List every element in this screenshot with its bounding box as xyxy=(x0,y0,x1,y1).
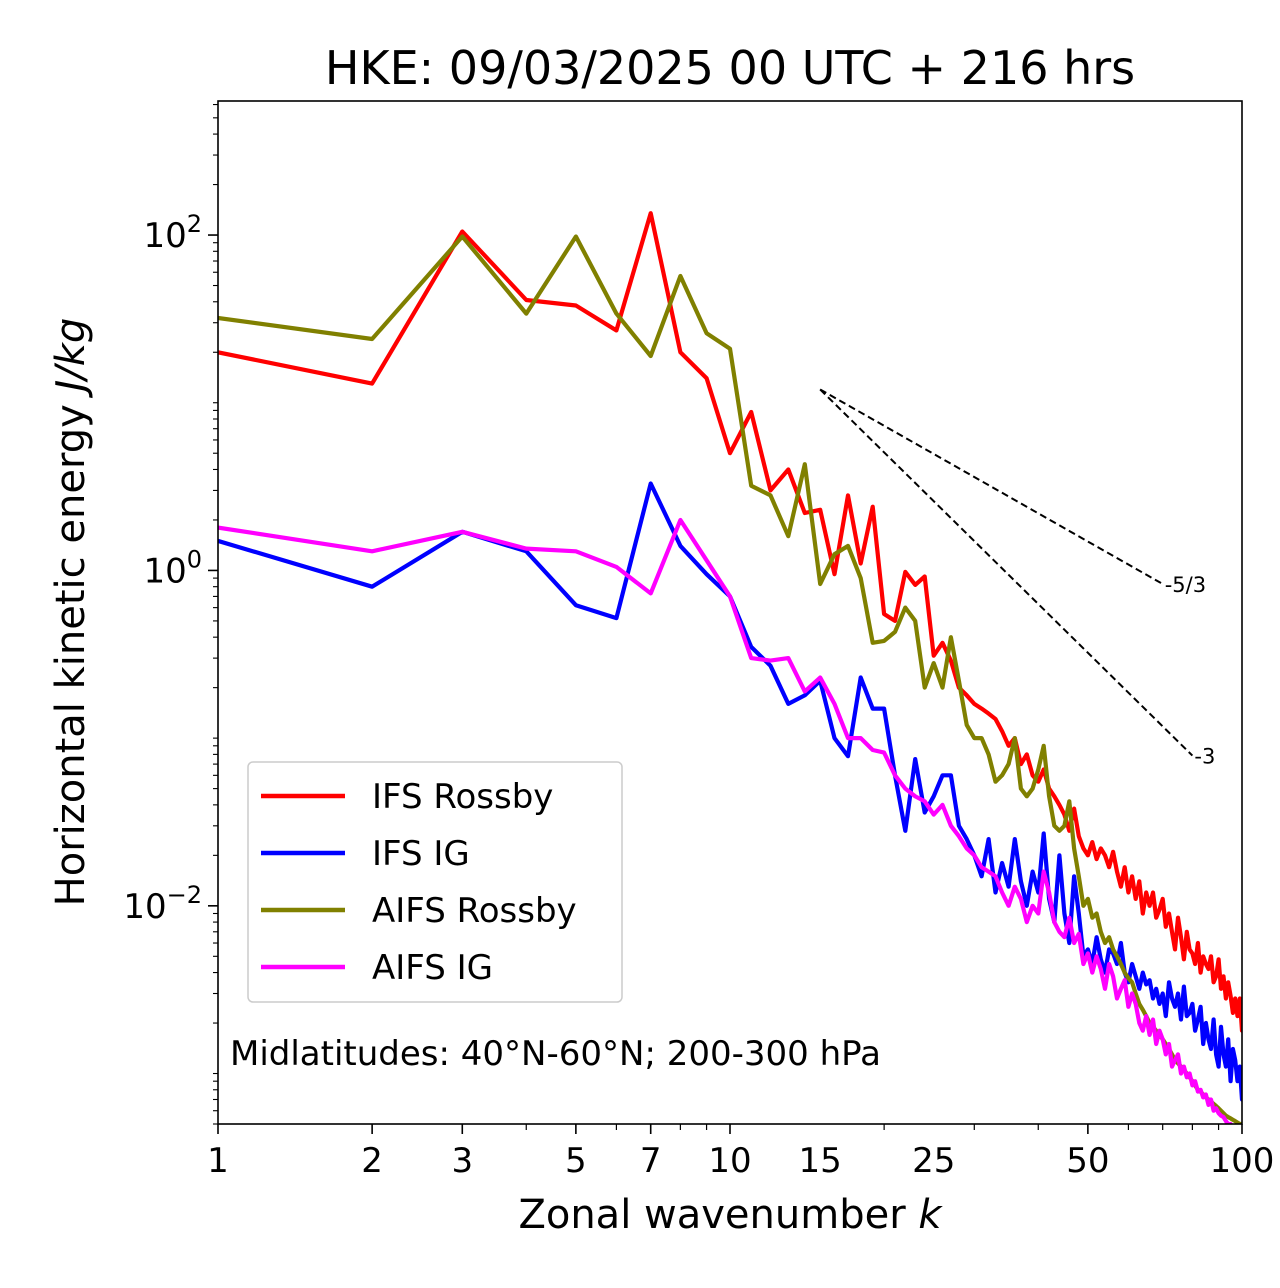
y-tick-label: 100 xyxy=(143,545,202,591)
legend-label: AIFS Rossby xyxy=(372,891,577,931)
y-axis-label-var: J/kg xyxy=(48,318,94,399)
legend-label: IFS IG xyxy=(372,834,470,874)
x-tick-label: 100 xyxy=(1210,1141,1275,1181)
x-tick-label: 25 xyxy=(912,1141,955,1181)
reference-slope-line-1 xyxy=(819,388,1164,585)
x-axis-ticks: 1 2 3 5 7 10 15 25 50 100 xyxy=(207,1124,1274,1181)
y-axis-label: Horizontal kinetic energy J/kg xyxy=(48,318,94,907)
legend-label: IFS Rossby xyxy=(372,777,553,817)
x-tick-label: 15 xyxy=(799,1141,842,1181)
x-axis-label: Zonal wavenumber k xyxy=(518,1192,943,1238)
reference-slope-labels: -5/3 -3 xyxy=(1165,573,1216,769)
legend: IFS Rossby IFS IG AIFS Rossby AIFS IG xyxy=(247,761,623,1003)
chart-title: HKE: 09/03/2025 00 UTC + 216 hrs xyxy=(325,41,1135,95)
reference-slopes xyxy=(819,388,1194,757)
y-tick-label: 10−2 xyxy=(123,881,202,927)
x-tick-label: 50 xyxy=(1066,1141,1109,1181)
series-line-ifs-rossby xyxy=(218,211,1242,1033)
x-axis-label-text: Zonal wavenumber xyxy=(518,1192,918,1238)
x-tick-label: 7 xyxy=(640,1141,662,1181)
region-annotation: Midlatitudes: 40°N-60°N; 200-300 hPa xyxy=(230,1034,881,1074)
legend-items: IFS Rossby IFS IG AIFS Rossby AIFS IG xyxy=(261,777,577,988)
reference-slope-label-2: -3 xyxy=(1194,745,1215,769)
x-tick-label: 5 xyxy=(565,1141,587,1181)
y-axis-ticks: 10−2 100 102 xyxy=(123,104,218,1125)
legend-label: AIFS IG xyxy=(372,948,493,988)
series-line-aifs-ig xyxy=(218,517,1234,1124)
x-tick-label: 10 xyxy=(708,1141,751,1181)
series-lines xyxy=(218,211,1242,1124)
x-tick-label: 3 xyxy=(451,1141,473,1181)
x-tick-label: 1 xyxy=(207,1141,229,1181)
x-tick-label: 2 xyxy=(361,1141,383,1181)
x-axis-label-var: k xyxy=(918,1192,943,1238)
y-tick-label: 102 xyxy=(143,210,202,256)
reference-slope-label-1: -5/3 xyxy=(1165,573,1206,597)
legend-box xyxy=(247,761,623,1003)
reference-slope-line-2 xyxy=(819,388,1194,757)
y-axis-label-text: Horizontal kinetic energy xyxy=(48,392,94,907)
